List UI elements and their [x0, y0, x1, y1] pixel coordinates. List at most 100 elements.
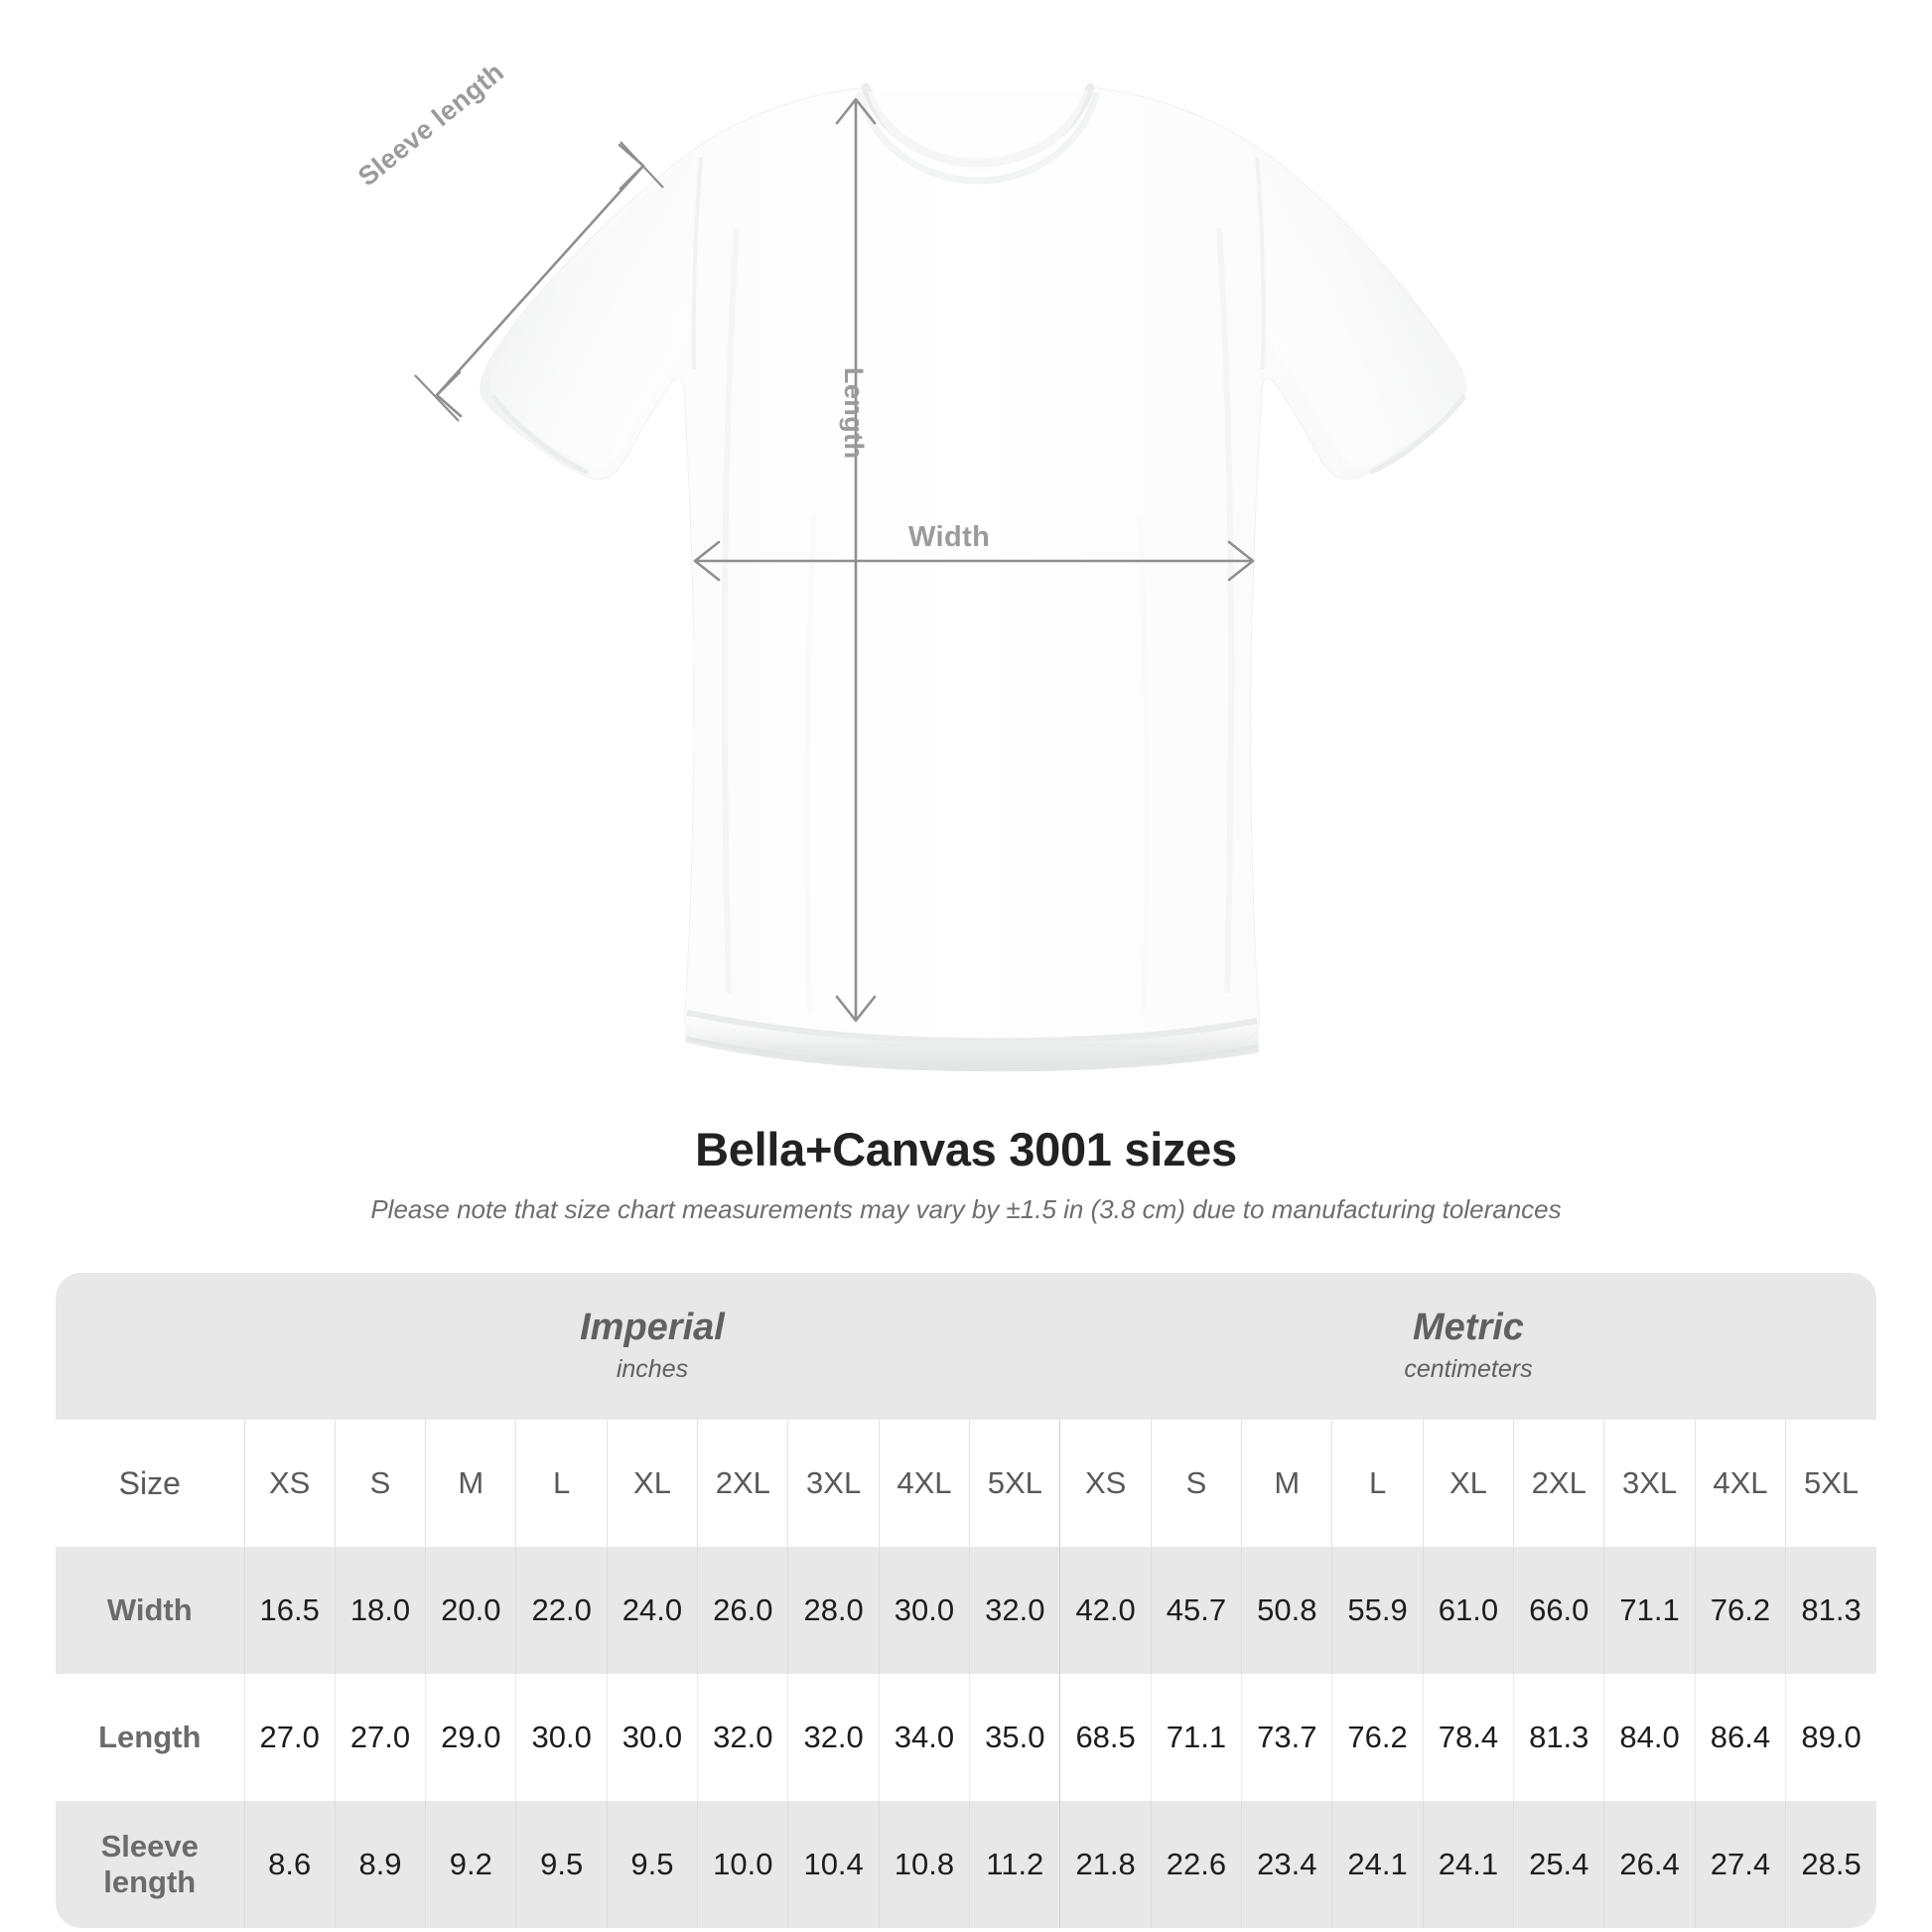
measurement-label-width: Width [56, 1547, 244, 1674]
size-header-metric-5xl: 5XL [1785, 1420, 1876, 1547]
cell-width-imperial-2xl: 26.0 [697, 1547, 788, 1674]
cell-sleeve-length-metric-5xl: 28.5 [1785, 1801, 1876, 1928]
size-header-metric-4xl: 4XL [1694, 1420, 1786, 1547]
cell-length-imperial-l: 30.0 [515, 1674, 608, 1801]
cell-sleeve-length-metric-xs: 21.8 [1059, 1801, 1152, 1928]
cell-length-imperial-4xl: 34.0 [878, 1674, 970, 1801]
dimension-lines [414, 97, 1255, 1023]
tolerance-note: Please note that size chart measurements… [370, 1194, 1562, 1224]
size-header-row: Size XS S M L XL 2XL 3XL 4XL 5XL XS S M L XL 2XL 3XL 4XL 5… [56, 1420, 1876, 1547]
unit-group-imperial: Imperial inches [244, 1273, 1060, 1420]
title-block: Bella+Canvas 3001 sizes Please note that… [0, 1122, 1932, 1225]
measurement-label-sleeve-length: Sleeve length [56, 1801, 244, 1928]
cell-length-imperial-5xl: 35.0 [969, 1674, 1060, 1801]
cell-width-metric-xl: 61.0 [1422, 1547, 1514, 1674]
cell-length-metric-s: 71.1 [1150, 1674, 1242, 1801]
size-header-metric-l: L [1331, 1420, 1424, 1547]
measurement-label-length: Length [56, 1674, 244, 1801]
page-title: Bella+Canvas 3001 sizes [695, 1123, 1237, 1175]
unit-group-unit: centimeters [1404, 1355, 1533, 1384]
cell-sleeve-length-imperial-m: 9.2 [425, 1801, 516, 1928]
sleeve-length-arrow [414, 141, 664, 422]
cell-width-imperial-xs: 16.5 [243, 1547, 336, 1674]
cell-sleeve-length-metric-4xl: 27.4 [1694, 1801, 1786, 1928]
size-table: Imperial inches Metric centimeters Size XS S M L… [56, 1273, 1876, 1928]
cell-sleeve-length-imperial-4xl: 10.8 [878, 1801, 970, 1928]
cell-sleeve-length-metric-m: 23.4 [1241, 1801, 1332, 1928]
cell-width-imperial-l: 22.0 [515, 1547, 608, 1674]
cell-width-metric-2xl: 66.0 [1513, 1547, 1604, 1674]
cell-length-imperial-m: 29.0 [425, 1674, 516, 1801]
cell-width-imperial-s: 18.0 [334, 1547, 426, 1674]
cell-length-metric-xs: 68.5 [1059, 1674, 1152, 1801]
cell-length-metric-l: 76.2 [1331, 1674, 1424, 1801]
size-header-imperial-4xl: 4XL [878, 1420, 970, 1547]
size-header-imperial-xs: XS [243, 1420, 336, 1547]
size-header-imperial-3xl: 3XL [787, 1420, 880, 1547]
cell-sleeve-length-metric-s: 22.6 [1150, 1801, 1242, 1928]
table-row: Length 27.0 27.0 29.0 30.0 30.0 32.0 32.0 34.0 35… [56, 1674, 1876, 1801]
unit-group-unit: inches [616, 1355, 689, 1384]
cell-length-metric-4xl: 86.4 [1694, 1674, 1786, 1801]
cell-sleeve-length-metric-l: 24.1 [1331, 1801, 1424, 1928]
cell-width-metric-m: 50.8 [1241, 1547, 1332, 1674]
cell-sleeve-length-metric-2xl: 25.4 [1513, 1801, 1604, 1928]
unit-banner-row: Imperial inches Metric centimeters [56, 1273, 1876, 1420]
unit-group-name: Metric [1413, 1306, 1524, 1348]
cell-sleeve-length-imperial-2xl: 10.0 [697, 1801, 788, 1928]
width-dimension-label: Width [908, 521, 991, 553]
cell-sleeve-length-imperial-3xl: 10.4 [787, 1801, 880, 1928]
size-header-metric-2xl: 2XL [1513, 1420, 1604, 1547]
cell-length-metric-xl: 78.4 [1422, 1674, 1514, 1801]
cell-length-imperial-xs: 27.0 [243, 1674, 336, 1801]
tshirt-illustration-svg [414, 82, 1467, 1072]
banner-spacer [56, 1273, 244, 1420]
table-row: Sleeve length 8.6 8.9 9.2 9.5 9.5 10.0 10.4 10.8… [56, 1801, 1876, 1928]
cell-width-imperial-5xl: 32.0 [969, 1547, 1060, 1674]
cell-width-metric-s: 45.7 [1150, 1547, 1242, 1674]
cell-length-imperial-s: 27.0 [334, 1674, 426, 1801]
size-header-metric-xl: XL [1422, 1420, 1514, 1547]
cell-length-imperial-3xl: 32.0 [787, 1674, 880, 1801]
cell-sleeve-length-imperial-5xl: 11.2 [969, 1801, 1060, 1928]
cell-sleeve-length-imperial-xl: 9.5 [606, 1801, 698, 1928]
size-header-imperial-l: L [515, 1420, 608, 1547]
size-header-metric-m: M [1241, 1420, 1332, 1547]
cell-sleeve-length-imperial-s: 8.9 [334, 1801, 426, 1928]
cell-width-imperial-3xl: 28.0 [787, 1547, 880, 1674]
size-header-imperial-m: M [425, 1420, 516, 1547]
cell-length-imperial-2xl: 32.0 [697, 1674, 788, 1801]
tshirt-diagram: Sleeve length Length Width [352, 57, 1467, 1072]
table-row: Width 16.5 18.0 20.0 22.0 24.0 26.0 28.0 30.0 32.… [56, 1547, 1876, 1674]
length-dimension-label: Length [839, 367, 869, 460]
cell-width-imperial-4xl: 30.0 [878, 1547, 970, 1674]
cell-length-metric-3xl: 84.0 [1603, 1674, 1696, 1801]
size-header-imperial-5xl: 5XL [969, 1420, 1060, 1547]
cell-width-metric-5xl: 81.3 [1785, 1547, 1876, 1674]
cell-width-metric-xs: 42.0 [1059, 1547, 1152, 1674]
cell-width-metric-l: 55.9 [1331, 1547, 1424, 1674]
cell-sleeve-length-metric-3xl: 26.4 [1603, 1801, 1696, 1928]
cell-width-imperial-xl: 24.0 [606, 1547, 698, 1674]
tshirt-body-shape [480, 82, 1467, 1072]
size-column-header: Size [56, 1420, 244, 1547]
unit-group-name: Imperial [580, 1306, 725, 1348]
cell-length-imperial-xl: 30.0 [606, 1674, 698, 1801]
size-header-metric-3xl: 3XL [1603, 1420, 1696, 1547]
cell-length-metric-m: 73.7 [1241, 1674, 1332, 1801]
size-header-metric-s: S [1150, 1420, 1242, 1547]
size-header-imperial-2xl: 2XL [697, 1420, 788, 1547]
cell-width-imperial-m: 20.0 [425, 1547, 516, 1674]
cell-sleeve-length-metric-xl: 24.1 [1422, 1801, 1514, 1928]
cell-length-metric-5xl: 89.0 [1785, 1674, 1876, 1801]
cell-width-metric-4xl: 76.2 [1694, 1547, 1786, 1674]
size-header-imperial-s: S [334, 1420, 426, 1547]
cell-sleeve-length-imperial-l: 9.5 [515, 1801, 608, 1928]
size-table-container: Imperial inches Metric centimeters Size XS S M L… [56, 1273, 1876, 1928]
size-header-metric-xs: XS [1059, 1420, 1152, 1547]
size-header-imperial-xl: XL [606, 1420, 698, 1547]
cell-sleeve-length-imperial-xs: 8.6 [243, 1801, 336, 1928]
unit-group-metric: Metric centimeters [1059, 1273, 1876, 1420]
cell-length-metric-2xl: 81.3 [1513, 1674, 1604, 1801]
